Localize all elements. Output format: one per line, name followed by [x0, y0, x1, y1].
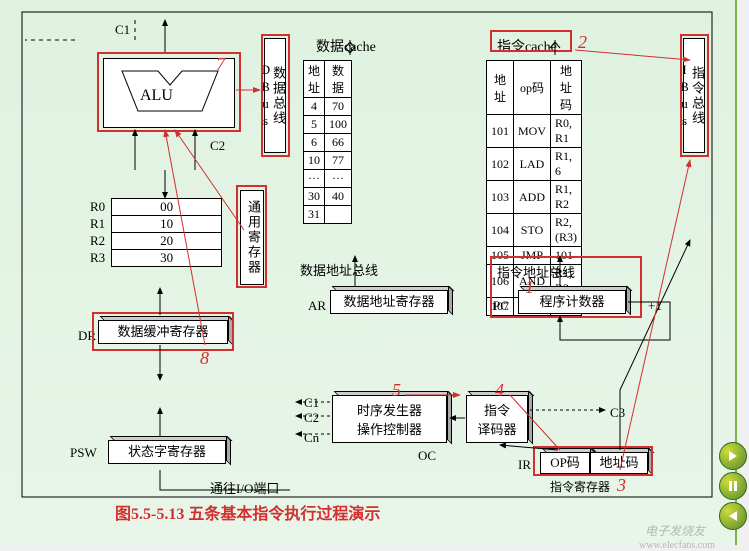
itable-cell: MOV	[514, 115, 551, 148]
label-c2: C2	[210, 138, 225, 154]
dtable-cell: 77	[325, 152, 352, 170]
rednum-1: 1	[525, 277, 534, 298]
psw-label: PSW	[70, 445, 97, 461]
itable-cell: R0, R1	[551, 115, 582, 148]
dtable-cell	[325, 206, 352, 224]
reg-r3-val: 30	[112, 250, 222, 267]
data-addr-bus-label: 数据地址总线	[300, 260, 378, 279]
diagram-canvas: C1 数据cache 指令cache ALU C2 数据总线DBus 指令总线I…	[0, 0, 737, 545]
c2l-label: C2	[304, 410, 319, 426]
label-c1-top: C1	[115, 22, 130, 38]
io-label: 通往I/O端口	[210, 478, 279, 497]
seq-label-2: 操作控制器	[333, 419, 446, 438]
itable-cell: 104	[487, 214, 514, 247]
ir-op-box: OP码	[540, 452, 590, 474]
c3-label: C3	[610, 405, 625, 421]
itable-hdr-0: 地址	[487, 61, 514, 115]
itable-cell: STO	[514, 214, 551, 247]
register-file: R000 R110 R220 R330	[90, 198, 222, 267]
reg-r2-val: 20	[112, 233, 222, 250]
dtable-cell: 30	[304, 188, 325, 206]
ar-label: AR	[308, 298, 326, 314]
reg-r0-label: R0	[90, 199, 112, 216]
label-data-cache: 数据cache	[316, 36, 376, 56]
instr-addr-bus-label: 指令地址总线	[497, 262, 575, 281]
plus1-label: +1	[648, 298, 662, 314]
psw-box: 状态字寄存器	[108, 440, 226, 464]
dtable-cell: ···	[325, 170, 352, 188]
dtable-cell: 66	[325, 134, 352, 152]
decoder-label-2: 译码器	[467, 419, 527, 438]
ir-label: IR	[518, 457, 531, 473]
ar-box: 数据地址寄存器	[330, 290, 448, 314]
decoder-box: 指令 译码器	[466, 395, 528, 443]
dtable-cell: 40	[325, 188, 352, 206]
rednum-3: 3	[617, 475, 626, 496]
itable-hdr-2: 地址码	[551, 61, 582, 115]
c1-label: C1	[304, 395, 319, 411]
rednum-4: 4	[495, 380, 504, 401]
dtable-cell: 31	[304, 206, 325, 224]
itable-hdr-1: op码	[514, 61, 551, 115]
data-cache-table: 地址数据 470 5100 666 1077 ······ 3040 31	[303, 60, 352, 224]
play-button[interactable]	[719, 442, 747, 470]
rednum-2: 2	[578, 32, 587, 53]
gp-reg-label: 通用寄存器	[240, 190, 264, 285]
reg-r0-val: 00	[112, 199, 222, 216]
reg-r2-label: R2	[90, 233, 112, 250]
decoder-label-1: 指令	[467, 400, 527, 419]
prev-button[interactable]	[719, 502, 747, 530]
watermark2: www.elecfans.com	[639, 540, 715, 551]
dtable-cell: 10	[304, 152, 325, 170]
dtable-cell: 70	[325, 98, 352, 116]
reg-r3-label: R3	[90, 250, 112, 267]
dtable-cell: 6	[304, 134, 325, 152]
reg-r1-val: 10	[112, 216, 222, 233]
reg-r1-label: R1	[90, 216, 112, 233]
ibus-label: 指令总线IBus	[683, 38, 705, 153]
figure-caption: 图5.5-5.13 五条基本指令执行过程演示	[115, 500, 380, 524]
itable-cell: 101	[487, 115, 514, 148]
itable-cell: R1, 6	[551, 148, 582, 181]
alu-label: ALU	[140, 87, 173, 105]
dr-label: DR	[78, 328, 96, 344]
dtable-cell: 5	[304, 116, 325, 134]
ir-addr-box: 地址码	[590, 452, 648, 474]
sequencer-box: 时序发生器 操作控制器	[332, 395, 447, 443]
itable-cell: 102	[487, 148, 514, 181]
itable-cell: R1, R2	[551, 181, 582, 214]
dtable-cell: ···	[304, 170, 325, 188]
ir-sub-label: 指令寄存器	[550, 478, 610, 495]
pc-label: PC	[493, 298, 509, 314]
dtable-hdr-1: 数据	[325, 61, 352, 98]
dr-box: 数据缓冲寄存器	[98, 320, 228, 344]
dtable-cell: 100	[325, 116, 352, 134]
rednum-7: 7	[216, 54, 225, 75]
label-instr-cache: 指令cache	[497, 36, 557, 56]
dtable-cell: 4	[304, 98, 325, 116]
dtable-hdr-0: 地址	[304, 61, 325, 98]
pause-button[interactable]	[719, 472, 747, 500]
pc-box: 程序计数器	[518, 290, 626, 314]
itable-cell: ADD	[514, 181, 551, 214]
itable-cell: 103	[487, 181, 514, 214]
rednum-5: 5	[392, 380, 401, 401]
dbus-label: 数据总线DBus	[264, 38, 286, 153]
itable-cell: LAD	[514, 148, 551, 181]
watermark: 电子发烧友	[645, 522, 705, 539]
itable-cell: R2, (R3)	[551, 214, 582, 247]
cn-label: Cn	[304, 430, 319, 446]
seq-label-1: 时序发生器	[333, 400, 446, 419]
rednum-8: 8	[200, 348, 209, 369]
oc-label: OC	[418, 448, 436, 464]
